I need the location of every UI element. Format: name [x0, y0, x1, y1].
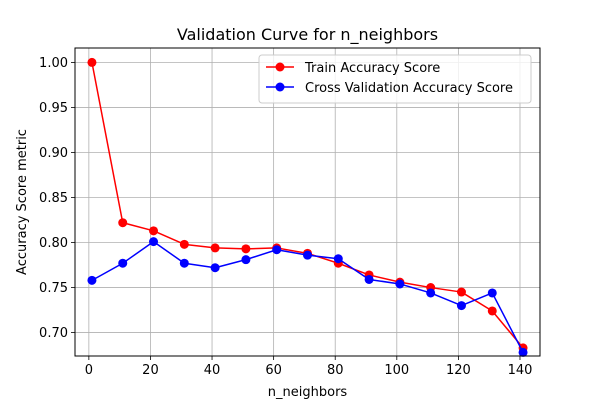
data-point-series-0: [456, 287, 466, 297]
axis-ticks: 0 20 40 60 80 100 120 140 0.70 0.75 0.80 0.85 0.90 0.…: [39, 56, 532, 378]
y-tick-label: 0.80: [39, 236, 68, 251]
y-tick-label: 0.75: [39, 281, 68, 296]
legend: Train Accuracy Score Cross Validation Ac…: [258, 54, 532, 104]
y-tick-label: 1.00: [39, 56, 68, 71]
data-point-series-0: [87, 57, 97, 67]
x-tick-label: 60: [265, 363, 282, 378]
chart-title: Validation Curve for n_neighbors: [177, 25, 438, 45]
data-point-series-0: [210, 243, 220, 253]
y-axis-label: Accuracy Score metric: [15, 129, 30, 275]
x-tick-label: 40: [204, 363, 221, 378]
x-tick-label: 80: [327, 363, 344, 378]
data-point-series-1: [456, 301, 466, 311]
x-tick-label: 0: [85, 363, 93, 378]
data-point-series-0: [241, 244, 251, 254]
data-point-series-1: [118, 258, 128, 268]
legend-label-cv: Cross Validation Accuracy Score: [305, 81, 513, 96]
data-point-series-1: [333, 254, 343, 264]
data-point-series-0: [179, 239, 189, 249]
y-tick-label: 0.85: [39, 191, 68, 206]
x-tick-label: 100: [384, 363, 409, 378]
x-axis-label: n_neighbors: [268, 385, 348, 400]
x-tick-label: 20: [142, 363, 159, 378]
data-point-series-1: [87, 275, 97, 285]
data-point-series-1: [149, 237, 159, 247]
data-point-series-1: [518, 347, 528, 357]
data-point-series-0: [487, 306, 497, 316]
data-point-series-1: [426, 288, 436, 298]
x-tick-label: 140: [508, 363, 533, 378]
legend-box: [258, 54, 532, 104]
data-point-series-1: [241, 255, 251, 265]
y-tick-label: 0.70: [39, 326, 68, 341]
legend-marker-train: [275, 62, 285, 72]
x-tick-label: 120: [446, 363, 471, 378]
series-layer: [87, 57, 528, 357]
data-point-series-1: [272, 245, 282, 255]
data-point-series-1: [210, 263, 220, 273]
data-point-series-1: [395, 279, 405, 289]
data-point-series-0: [149, 226, 159, 236]
y-tick-label: 0.95: [39, 101, 68, 116]
legend-marker-cv: [275, 82, 285, 92]
data-point-series-1: [179, 258, 189, 268]
legend-label-train: Train Accuracy Score: [304, 61, 440, 76]
data-point-series-0: [118, 218, 128, 228]
data-point-series-1: [487, 288, 497, 298]
y-tick-label: 0.90: [39, 146, 68, 161]
data-point-series-1: [303, 250, 312, 260]
data-point-series-1: [364, 274, 374, 284]
plot-frame: [74, 47, 541, 357]
